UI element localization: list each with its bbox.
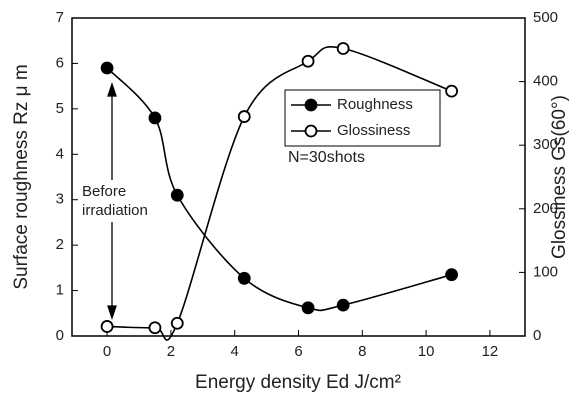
data-point: [336, 298, 350, 312]
data-point: [170, 188, 184, 202]
y2-axis-title: Glossiness Gs(60°): [549, 95, 570, 259]
data-point: [237, 271, 251, 285]
y2-tick-label: 300: [533, 136, 558, 153]
y-tick-label: 7: [56, 9, 64, 26]
data-point: [445, 84, 459, 98]
x-tick-label: 6: [294, 343, 302, 360]
y-tick-label: 2: [56, 236, 64, 253]
y-tick-label: 0: [56, 327, 64, 344]
annotation: N=30shots: [288, 149, 365, 166]
y2-tick-label: 100: [533, 263, 558, 280]
y-tick-label: 5: [56, 100, 64, 117]
legend-label: Glossiness: [337, 122, 410, 139]
x-tick-label: 10: [418, 343, 435, 360]
x-tick-label: 12: [482, 343, 499, 360]
x-axis-title: Energy density Ed J/cm²: [195, 372, 401, 393]
data-point: [336, 42, 350, 55]
annotation: Before: [82, 183, 126, 200]
data-point: [148, 321, 162, 335]
data-point: [237, 110, 251, 123]
x-tick-label: 0: [103, 343, 111, 360]
x-tick-label: 2: [167, 343, 175, 360]
data-point: [445, 268, 459, 282]
annotation: irradiation: [82, 202, 148, 219]
legend-marker: [304, 98, 318, 112]
y2-tick-label: 400: [533, 73, 558, 90]
y-tick-label: 4: [56, 145, 64, 162]
y-tick-label: 6: [56, 54, 64, 71]
data-point: [148, 111, 162, 125]
arrow: [107, 81, 117, 321]
data-point: [301, 301, 315, 315]
data-point: [301, 54, 315, 68]
y2-tick-label: 0: [533, 327, 541, 344]
data-point: [170, 316, 184, 330]
y-axis-title: Surface roughness Rz μ m: [11, 64, 32, 289]
legend-marker: [304, 124, 318, 138]
legend-label: Roughness: [337, 96, 413, 113]
data-point: [100, 320, 114, 333]
y-tick-label: 1: [56, 282, 64, 299]
y2-tick-label: 200: [533, 200, 558, 217]
data-point: [100, 61, 114, 75]
y2-tick-label: 500: [533, 9, 558, 26]
x-tick-label: 8: [358, 343, 366, 360]
x-tick-label: 4: [231, 343, 239, 360]
y-tick-label: 3: [56, 191, 64, 208]
